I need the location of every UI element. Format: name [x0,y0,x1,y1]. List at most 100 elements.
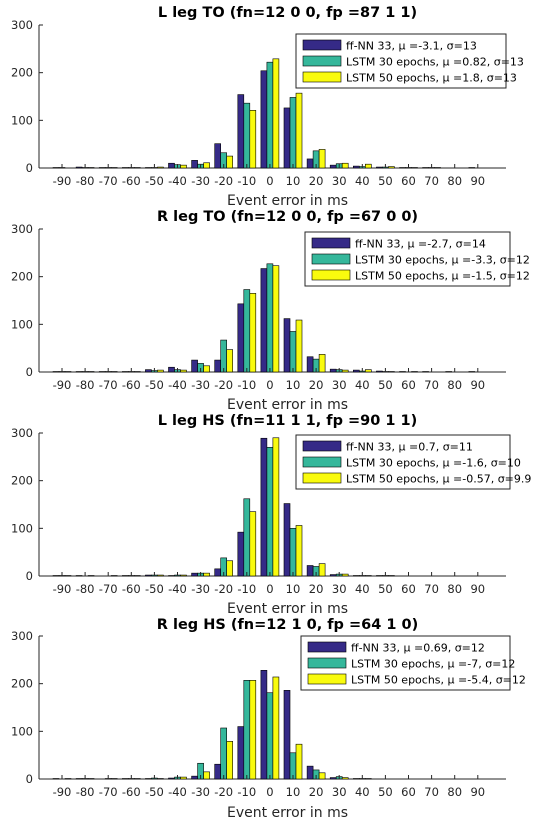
bar-s2--20 [220,727,227,780]
bar-s3--20 [226,349,233,373]
bar-s3-10 [295,319,303,373]
x-tick-label: -60 [122,174,141,188]
x-tick-label: 70 [424,785,439,799]
bar-s3--30 [203,771,210,780]
legend-swatch [302,71,342,83]
bar-s3-30 [341,573,349,577]
bar-s1--50 [145,574,152,577]
bar-s1-20 [306,356,314,373]
x-tick-label: -70 [99,582,118,596]
bar-s1-10 [283,690,291,780]
bar-s3-0 [272,265,280,373]
x-tick-label: -80 [76,582,95,596]
legend-entry: LSTM 50 epochs, μ =-5.4, σ=12 [351,674,526,687]
x-tick-label: 80 [447,174,462,188]
x-tick-label: 20 [309,378,324,392]
chart-title: L leg HS (fn=11 1 1, fp =90 1 1) [158,413,418,429]
legend-swatch [302,39,342,51]
x-tick-label: 30 [332,785,347,799]
bar-s3--30 [203,572,210,577]
legend-swatch [302,456,342,468]
y-tick-label: 300 [11,222,33,236]
legend-entry: ff-NN 33, μ =0.7, σ=11 [346,441,473,454]
bar-s1--30 [191,359,198,373]
x-tick-label: -10 [237,378,256,392]
x-tick-label: -40 [168,174,187,188]
chart-title: L leg TO (fn=12 0 0, fp =87 1 1) [158,5,417,21]
y-tick-label: 100 [11,521,33,535]
bar-s2-10 [289,97,297,169]
x-tick-label: -30 [191,785,210,799]
legend-entry: ff-NN 33, μ =-3.1, σ=13 [346,40,477,53]
x-tick-label: -20 [214,174,233,188]
x-tick-label: 80 [447,785,462,799]
x-tick-label: -70 [99,785,118,799]
y-tick-label: 300 [11,426,33,440]
bar-s1--20 [214,568,221,577]
bar-s3--40 [180,574,187,577]
y-tick-label: 0 [26,772,33,786]
x-tick-label: 40 [355,582,370,596]
x-axis-label: Event error in ms [227,601,348,617]
x-tick-label: 50 [378,174,393,188]
legend-entry: LSTM 30 epochs, μ =0.82, σ=13 [346,56,524,69]
x-tick-label: 70 [424,582,439,596]
legend: ff-NN 33, μ =0.7, σ=11 LSTM 30 epochs, μ … [295,434,531,490]
x-tick-label: 0 [266,582,273,596]
bar-s2-0 [266,446,274,577]
x-tick-label: 30 [332,378,347,392]
bar-s2--10 [243,102,251,169]
legend-entry: ff-NN 33, μ =-2.7, σ=14 [355,238,486,251]
x-tick-label: 80 [447,378,462,392]
bar-s1-50 [376,370,383,373]
bar-s1-10 [283,318,291,373]
x-tick-label: 50 [378,378,393,392]
x-tick-label: -40 [168,378,187,392]
x-tick-label: -40 [168,582,187,596]
bar-s3-20 [318,354,326,373]
bar-s1-50 [376,166,383,169]
bar-s1-20 [306,158,314,169]
bar-s3-10 [295,525,303,577]
y-tick-label: 100 [11,724,33,738]
bar-s3--50 [157,574,164,577]
legend-entry: LSTM 50 epochs, μ =-1.5, σ=12 [355,270,530,283]
x-tick-label: -90 [53,582,72,596]
legend-entry: LSTM 30 epochs, μ =-1.6, σ=10 [346,457,521,470]
x-tick-label: -50 [145,174,164,188]
x-tick-label: 0 [266,174,273,188]
bar-s3--10 [249,110,257,169]
bar-s1--40 [168,162,175,169]
bar-s3--10 [249,680,257,780]
bar-s1-0 [260,437,268,577]
bar-s1-0 [260,70,268,169]
x-tick-label: -20 [214,378,233,392]
x-tick-label: -80 [76,378,95,392]
y-tick-label: 200 [11,270,33,284]
x-tick-label: -30 [191,378,210,392]
bar-s3-40 [364,369,372,373]
x-tick-label: -40 [168,785,187,799]
bar-s3-0 [272,58,280,169]
chart-panel-3: L leg HS (fn=11 1 1, fp =90 1 1)01002003… [11,413,531,617]
legend-swatch [307,641,347,653]
x-tick-label: 60 [401,378,416,392]
legend: ff-NN 33, μ =-2.7, σ=14 LSTM 30 epochs, μ… [304,231,530,287]
bar-s2-0 [266,263,274,373]
x-tick-label: 60 [401,785,416,799]
bar-s3--40 [180,776,187,780]
bar-s3--30 [203,162,210,169]
x-tick-label: 0 [266,785,273,799]
bar-s2-10 [289,331,297,373]
x-tick-label: -50 [145,378,164,392]
bar-s3-30 [341,369,349,373]
x-tick-label: -30 [191,174,210,188]
x-tick-label: 40 [355,378,370,392]
x-tick-label: -70 [99,378,118,392]
x-tick-label: -20 [214,785,233,799]
bar-s3-20 [318,149,326,169]
bar-s3--40 [180,369,187,373]
x-tick-label: -90 [53,378,72,392]
bar-s1-20 [306,765,314,780]
